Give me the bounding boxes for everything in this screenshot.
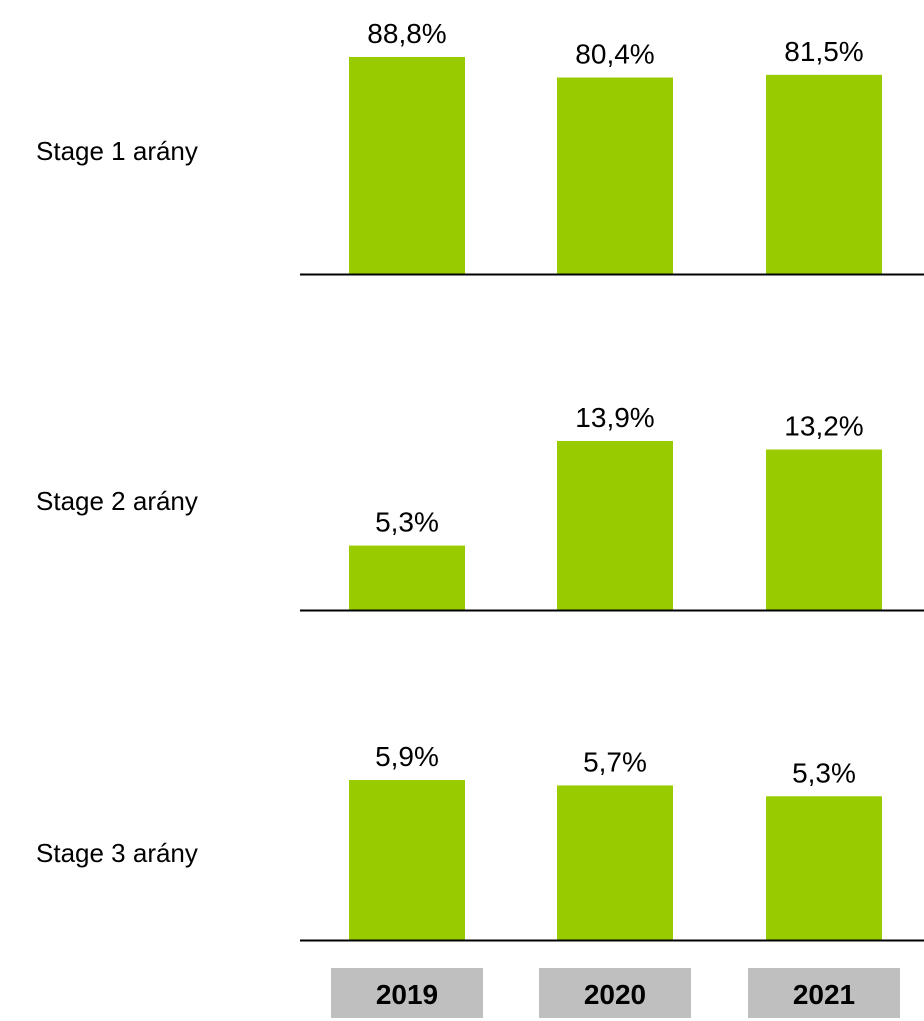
bar <box>766 796 882 940</box>
category-box <box>539 968 691 1018</box>
bar <box>349 780 465 940</box>
panel-stage-3: Stage 3 arány 5,9% 5,7% 5,3% <box>36 741 924 942</box>
bar <box>349 545 465 610</box>
bar <box>349 57 465 274</box>
data-label: 13,2% <box>784 411 863 442</box>
panel-label: Stage 1 arány <box>36 136 198 166</box>
data-label: 5,3% <box>792 757 856 788</box>
category-box <box>331 968 483 1018</box>
bar <box>557 441 673 610</box>
bar <box>557 77 673 274</box>
bar <box>766 74 882 275</box>
data-label: 81,5% <box>784 36 863 67</box>
data-label: 80,4% <box>575 39 654 70</box>
panel-stage-2: Stage 2 arány 5,3% 13,9% 13,2% <box>36 402 924 612</box>
tick-label: 2021 <box>793 979 855 1010</box>
panel-label: Stage 3 arány <box>36 838 198 868</box>
data-label: 5,7% <box>583 746 647 777</box>
tick-label: 2020 <box>584 979 646 1010</box>
data-label: 88,8% <box>367 18 446 49</box>
data-label: 5,3% <box>375 507 439 538</box>
bar <box>557 785 673 940</box>
panel-stage-1: Stage 1 arány 88,8% 80,4% 81,5% <box>36 18 924 276</box>
tick-label: 2019 <box>376 979 438 1010</box>
category-axis: 2019 2020 2021 <box>331 968 900 1018</box>
bar <box>766 449 882 610</box>
category-box <box>748 968 900 1018</box>
data-label: 5,9% <box>375 741 439 772</box>
data-label: 13,9% <box>575 402 654 433</box>
panel-label: Stage 2 arány <box>36 486 198 516</box>
